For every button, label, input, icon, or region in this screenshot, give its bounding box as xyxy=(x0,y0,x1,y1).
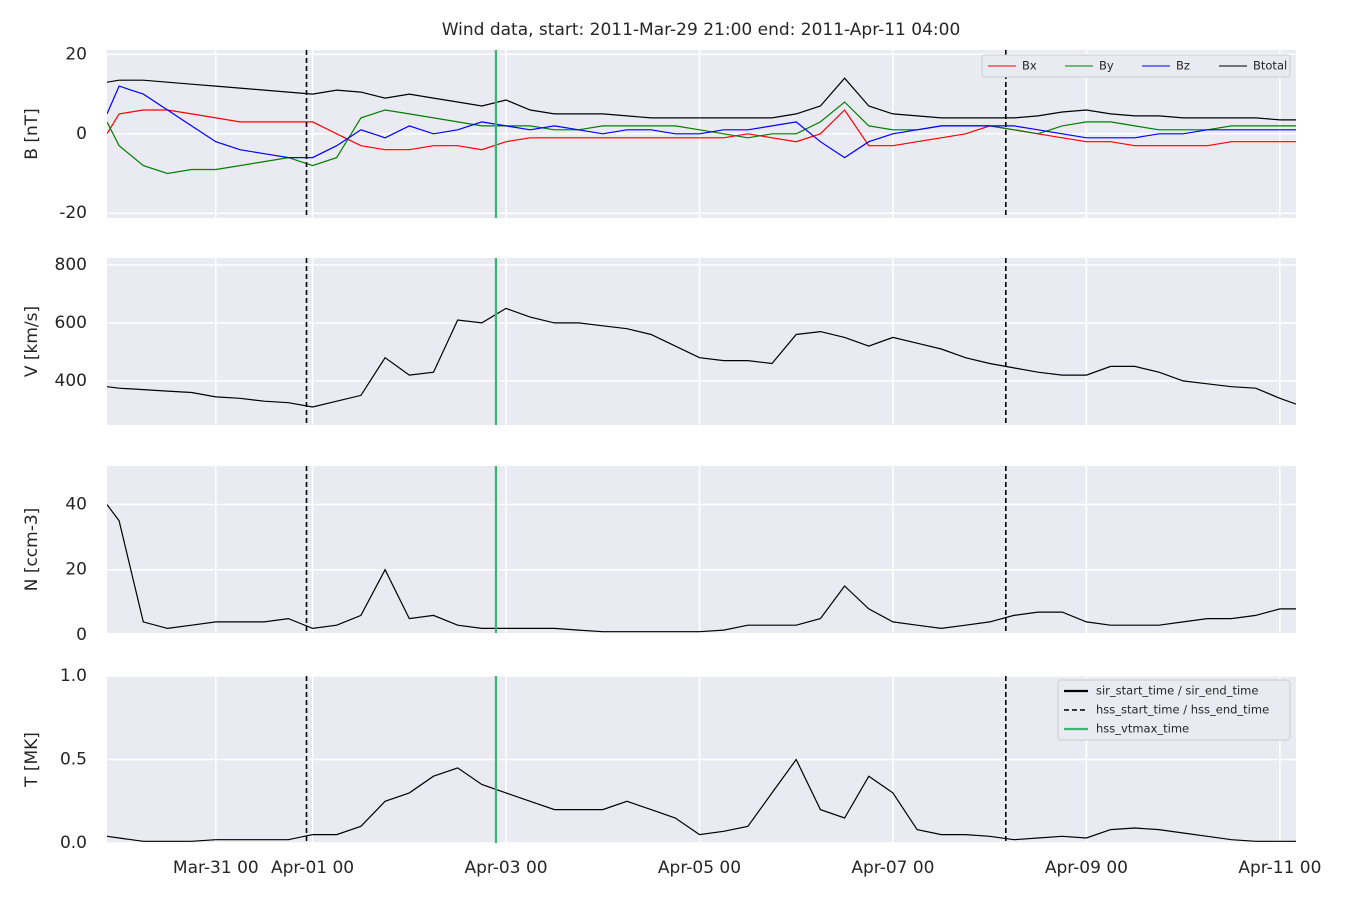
series-line xyxy=(107,504,1296,633)
y-tick-label: 800 xyxy=(55,255,87,275)
legend-label: hss_start_time / hss_end_time xyxy=(1096,703,1269,717)
series-group xyxy=(107,466,1296,633)
legend-label: Btotal xyxy=(1253,59,1287,73)
figure-title: Wind data, start: 2011-Mar-29 21:00 end:… xyxy=(442,20,961,40)
series-line xyxy=(107,109,1296,151)
y-tick-label: 0.0 xyxy=(60,833,87,853)
y-axis-label: N [ccm-3] xyxy=(22,508,42,592)
legend-box xyxy=(981,54,1291,78)
y-tick-label: 20 xyxy=(65,44,87,64)
y-tick-label: 0 xyxy=(76,124,87,144)
series-group xyxy=(107,676,1296,843)
y-tick-label: -20 xyxy=(59,203,87,223)
y-tick-label: 40 xyxy=(65,494,87,514)
y-tick-label: 400 xyxy=(55,371,87,391)
legend-box xyxy=(1057,679,1291,741)
legend-label: sir_start_time / sir_end_time xyxy=(1096,684,1258,698)
y-axis-label: B [nT] xyxy=(22,108,42,160)
y-tick-label: 600 xyxy=(55,313,87,333)
series-line xyxy=(107,85,1296,159)
legend-label: Bx xyxy=(1022,59,1037,73)
legend-label: By xyxy=(1099,59,1114,73)
x-tick-label: Apr-07 00 xyxy=(851,858,934,878)
legend: sir_start_time / sir_end_time hss_start_t… xyxy=(1057,679,1291,741)
plot-background xyxy=(107,466,1296,633)
plot-background xyxy=(107,258,1296,425)
x-tick-label: Mar-31 00 xyxy=(173,858,259,878)
x-tick-label: Apr-03 00 xyxy=(464,858,547,878)
series-line xyxy=(107,77,1296,121)
series-line xyxy=(107,307,1296,408)
y-axis-label: T [MK] xyxy=(22,732,42,788)
x-tick-label: Apr-11 00 xyxy=(1238,858,1321,878)
x-tick-label: Apr-09 00 xyxy=(1045,858,1128,878)
y-axis-label: V [km/s] xyxy=(22,306,42,377)
legend: Bx By Bz Btotal xyxy=(981,54,1291,78)
series-line xyxy=(107,101,1296,175)
x-tick-label: Apr-01 00 xyxy=(271,858,354,878)
legend-label: Bz xyxy=(1176,59,1190,73)
legend-label: hss_vtmax_time xyxy=(1096,722,1189,736)
y-tick-label: 1.0 xyxy=(60,666,87,686)
x-tick-label: Apr-05 00 xyxy=(658,858,741,878)
series-line xyxy=(107,758,1296,842)
y-tick-label: 0.5 xyxy=(60,750,87,770)
y-tick-label: 20 xyxy=(65,560,87,580)
series-group xyxy=(107,50,1296,218)
series-group xyxy=(107,258,1296,425)
y-tick-label: 0 xyxy=(76,625,87,645)
